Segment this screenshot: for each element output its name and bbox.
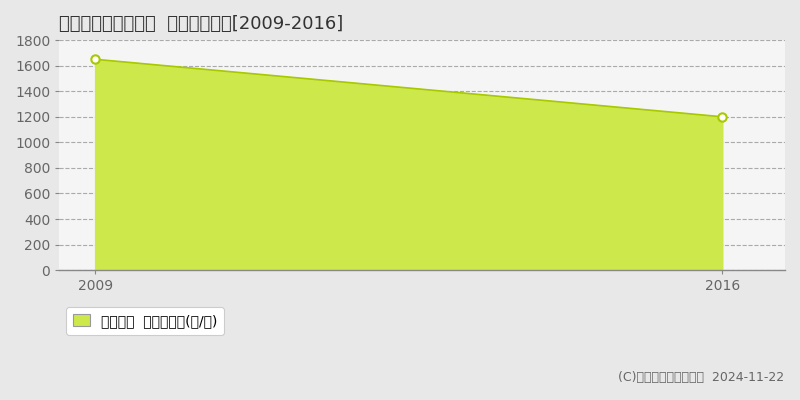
Text: 松浦市今福町木場免  農地価格推移[2009-2016]: 松浦市今福町木場免 農地価格推移[2009-2016] (59, 15, 343, 33)
Legend: 農地価格  平均坤単価(円/坤): 農地価格 平均坤単価(円/坤) (66, 307, 224, 335)
Text: (C)土地価格ドットコム  2024-11-22: (C)土地価格ドットコム 2024-11-22 (618, 371, 784, 384)
